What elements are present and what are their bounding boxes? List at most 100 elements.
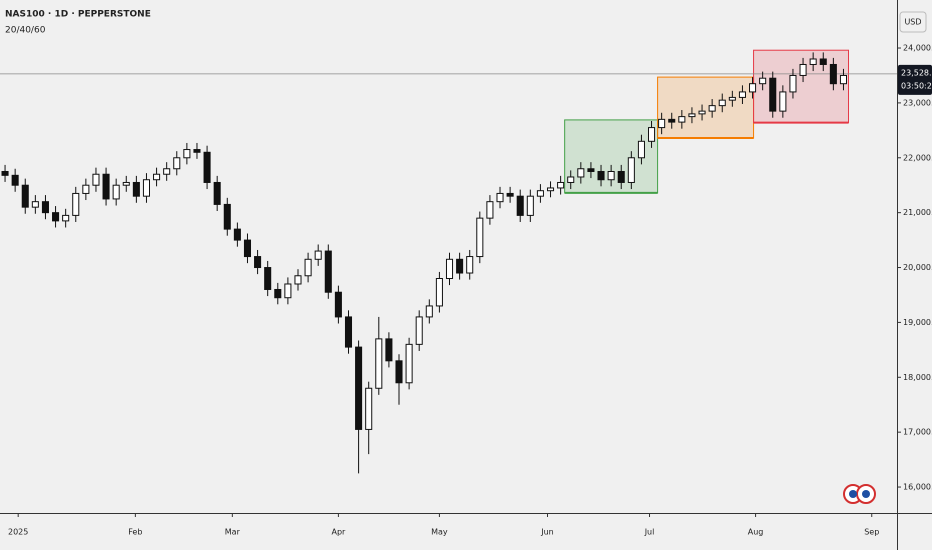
y-tick-label: 21,000.0	[903, 208, 932, 217]
candle-body	[344, 316, 353, 348]
candle-body	[102, 173, 110, 200]
candle-body	[294, 275, 302, 285]
candle-body	[728, 96, 736, 101]
candle-body	[546, 187, 555, 192]
candle-body	[213, 181, 221, 205]
plot-area	[0, 49, 897, 474]
y-tick-label: 17,000.0	[903, 428, 932, 437]
candle-body	[819, 58, 827, 65]
countdown-label: 03:50:28	[901, 81, 932, 90]
candle-body	[486, 201, 494, 219]
candle-body	[698, 110, 706, 115]
candle-body	[334, 291, 342, 318]
candle-body	[314, 250, 322, 260]
candle-body	[627, 157, 635, 183]
x-tick-label: May	[431, 528, 448, 537]
candle-body	[375, 338, 383, 389]
x-tick-label: Aug	[748, 528, 764, 537]
candle-body	[284, 283, 292, 299]
candle-body	[142, 179, 151, 197]
candle-body	[688, 113, 696, 118]
candle-body	[11, 174, 19, 186]
candle-body	[52, 212, 60, 222]
candle-body	[829, 63, 837, 85]
indicator-label: 20/40/60	[5, 26, 46, 36]
candle-body	[526, 195, 534, 216]
candle-body	[365, 387, 373, 430]
candle-body	[72, 192, 80, 216]
candle-body	[718, 99, 726, 107]
candle-body	[243, 239, 252, 258]
candle-body	[496, 192, 504, 203]
x-tick-label: Sep	[864, 528, 879, 537]
y-tick-label: 20,000.0	[903, 263, 932, 272]
candle-body	[749, 83, 757, 93]
currency-box[interactable]	[899, 11, 927, 33]
candle-body	[567, 176, 575, 183]
candle-body	[435, 278, 443, 307]
candle-body	[648, 127, 656, 142]
candle-body	[456, 258, 464, 274]
candle-body	[597, 170, 605, 181]
candle-body	[385, 338, 393, 362]
candle-body	[658, 118, 666, 129]
candle-body	[557, 181, 565, 189]
candle-body	[183, 149, 191, 159]
y-tick-label: 16,000.0	[903, 483, 932, 492]
candle-body	[62, 214, 70, 222]
candle-body	[759, 77, 767, 85]
currency-label: USD	[904, 18, 921, 27]
candle-body	[254, 256, 262, 269]
candle-body	[425, 305, 433, 318]
y-tick-label: 23,000.0	[903, 98, 932, 107]
candle-body	[668, 118, 676, 123]
range-box	[657, 76, 755, 139]
candle-body	[779, 91, 787, 112]
x-tick-label: Mar	[225, 528, 241, 537]
candle-body	[223, 203, 231, 230]
x-tick-label: 2025	[8, 528, 28, 537]
candle-body	[41, 201, 49, 214]
candle-body	[355, 346, 363, 430]
x-tick-label: Jun	[540, 528, 554, 537]
candle-body	[264, 267, 272, 290]
y-tick-label: 18,000.0	[903, 373, 932, 382]
candle-body	[516, 195, 524, 216]
last-price-tag	[898, 64, 932, 95]
candle-body	[637, 140, 645, 159]
candle-body	[617, 170, 625, 183]
y-tick-label: 24,000.0	[903, 44, 932, 53]
candle-body	[738, 91, 746, 98]
candle-body	[708, 105, 716, 112]
candle-body	[304, 258, 312, 277]
logo-dot	[849, 490, 857, 498]
candle-body	[132, 181, 140, 197]
candle-body	[466, 256, 474, 274]
candle-body	[809, 58, 817, 65]
candle-body	[799, 63, 807, 76]
candle-body	[274, 288, 282, 299]
x-tick-label: Jul	[644, 528, 655, 537]
range-box	[753, 49, 850, 124]
last-price-label: 23,528.2	[901, 68, 932, 77]
chart-title: NAS100 · 1D · PEPPERSTONE	[5, 10, 151, 20]
candle-body	[415, 316, 423, 345]
logo	[843, 484, 876, 504]
candle-body	[769, 77, 777, 112]
y-tick-label: 19,000.0	[903, 318, 932, 327]
candle-body	[587, 168, 595, 172]
candle-body	[405, 343, 413, 384]
candle-body	[536, 190, 544, 197]
candle-body	[839, 74, 847, 85]
candle-body	[163, 168, 171, 175]
logo-dot	[862, 490, 870, 498]
candle-body	[233, 228, 241, 241]
y-tick-label: 22,000.0	[903, 153, 932, 162]
candle-body	[395, 360, 403, 384]
candle-body	[153, 173, 161, 181]
candle-body	[21, 184, 29, 208]
candle-body	[445, 258, 454, 280]
candle-body	[678, 116, 686, 123]
candle-body	[577, 168, 585, 178]
